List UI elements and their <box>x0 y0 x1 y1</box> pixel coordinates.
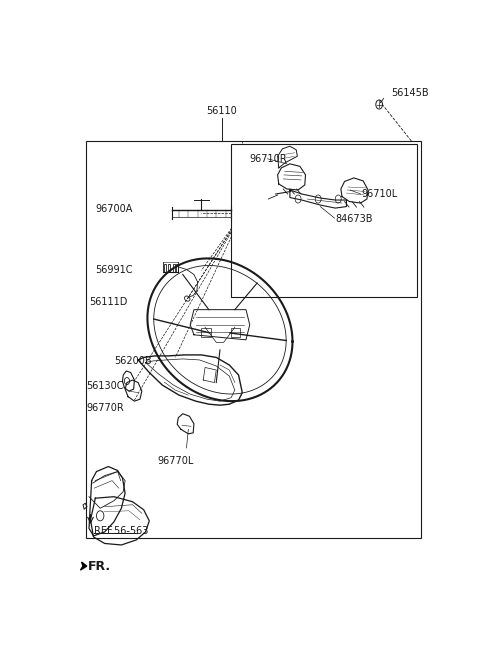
Text: 56200B: 56200B <box>114 356 152 366</box>
Text: 96770R: 96770R <box>86 403 124 413</box>
Text: 56130C: 56130C <box>86 381 123 391</box>
Text: 84673B: 84673B <box>335 214 373 224</box>
Text: 56110: 56110 <box>206 106 237 116</box>
Text: 96710R: 96710R <box>250 154 288 164</box>
Text: 96710L: 96710L <box>361 189 397 199</box>
Text: REF.56-563: REF.56-563 <box>94 526 149 536</box>
Bar <box>86 141 421 539</box>
Text: 96700A: 96700A <box>96 204 132 214</box>
Text: 56145B: 56145B <box>391 88 429 99</box>
Polygon shape <box>81 562 87 570</box>
Text: 96770L: 96770L <box>157 456 193 466</box>
Bar <box>231 144 417 297</box>
Bar <box>231 328 240 338</box>
Bar <box>202 328 211 338</box>
Text: 56111D: 56111D <box>89 297 127 307</box>
Text: FR.: FR. <box>88 560 111 573</box>
Text: 56991C: 56991C <box>96 265 133 276</box>
